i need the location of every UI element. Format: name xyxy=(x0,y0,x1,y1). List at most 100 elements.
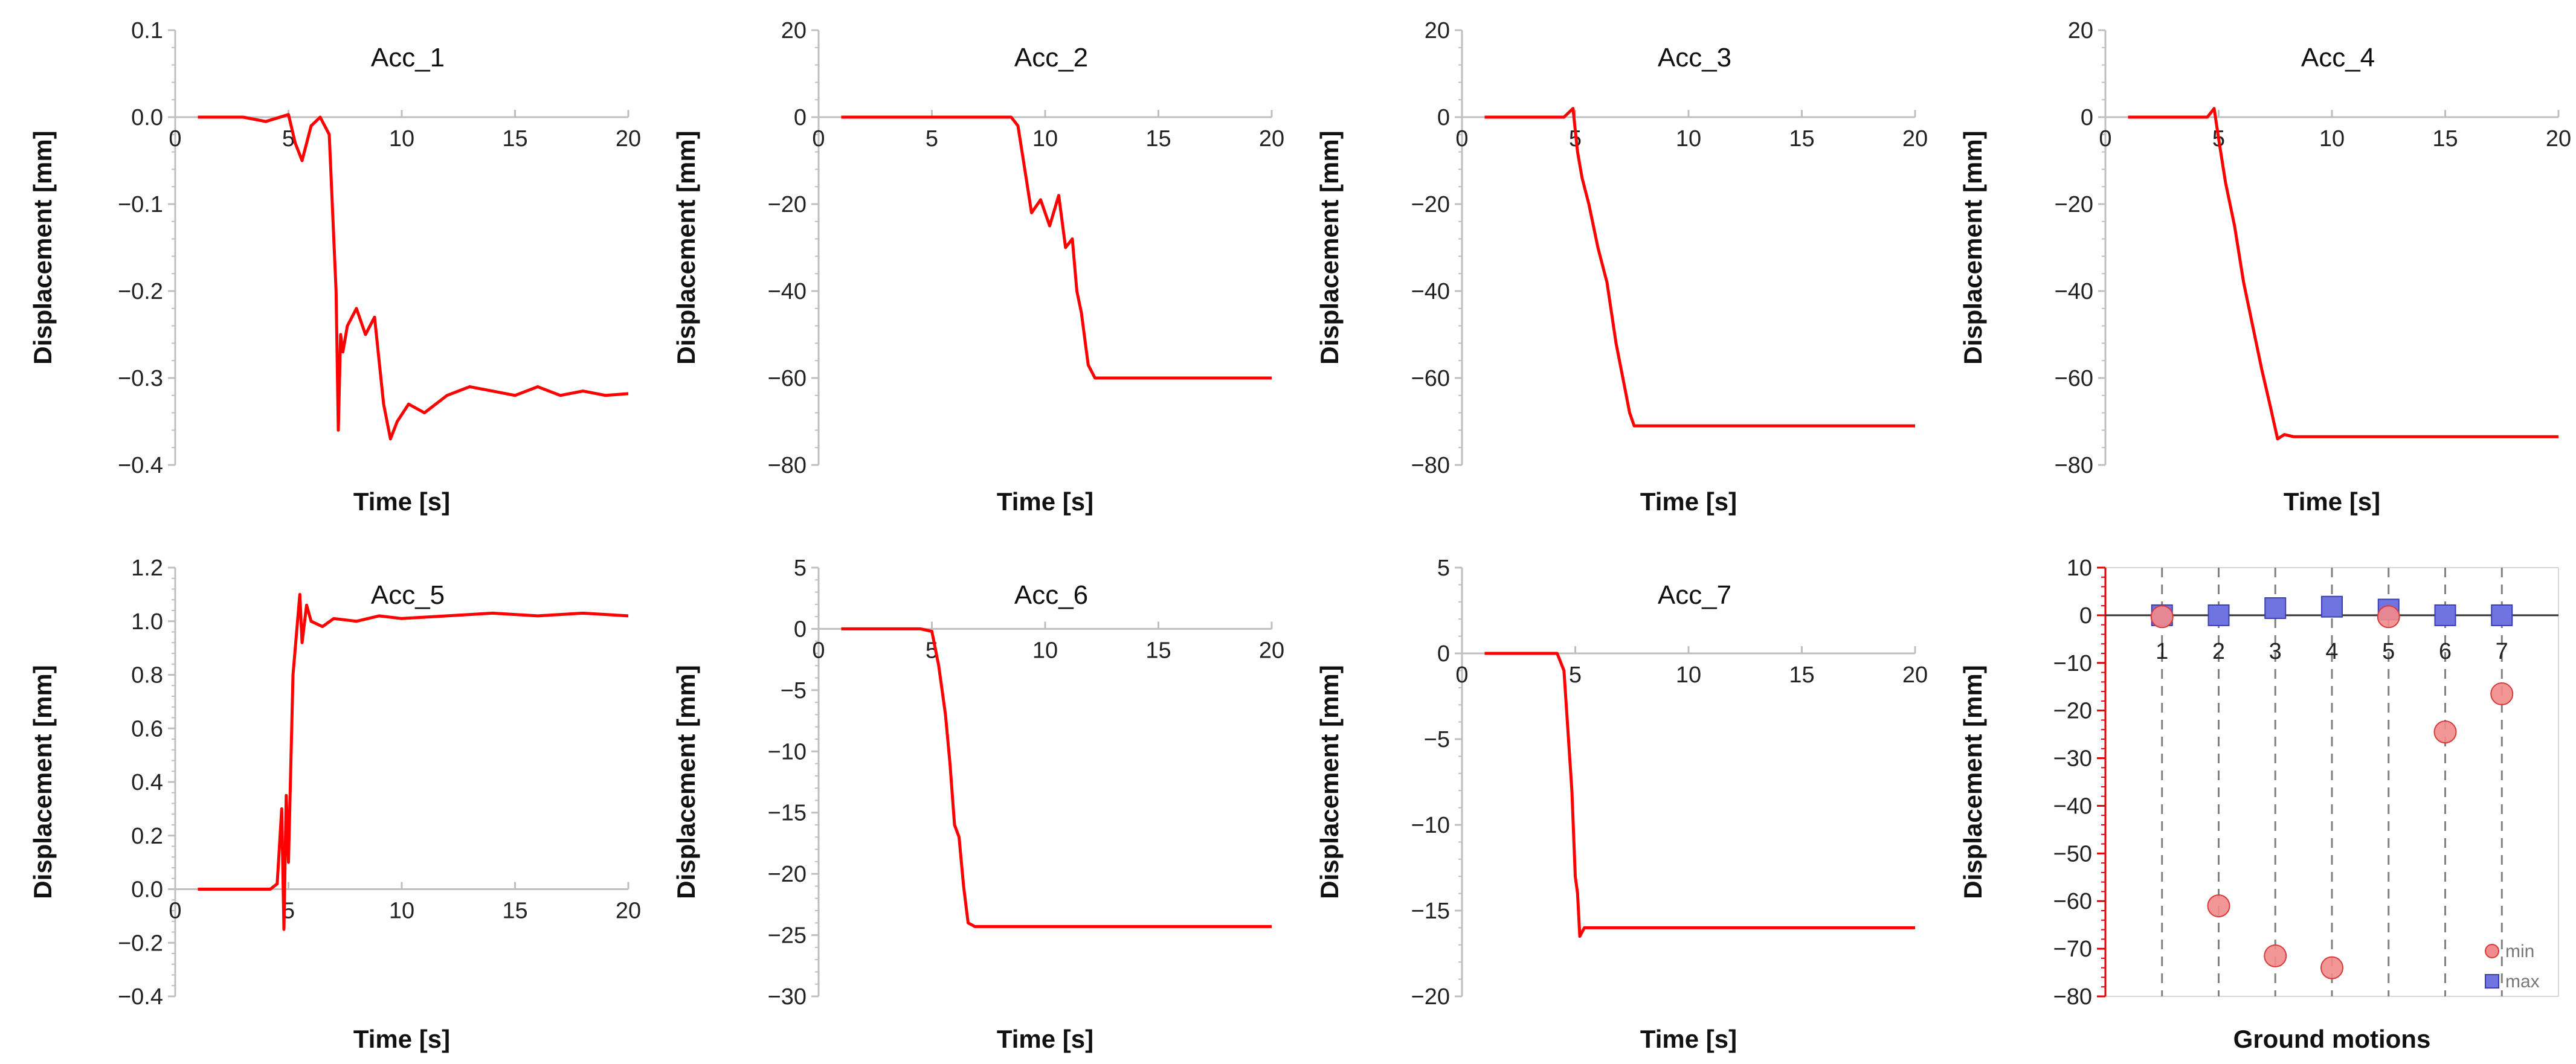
y-tick-label: −5 xyxy=(781,678,807,703)
y-tick-label: −25 xyxy=(768,923,807,949)
y-tick-label: −60 xyxy=(2055,366,2093,391)
y-tick-label: −0.3 xyxy=(118,366,163,391)
x-tick-label: 10 xyxy=(1676,662,1701,688)
x-tick-label: 10 xyxy=(389,126,414,152)
y-tick-label: −40 xyxy=(2055,279,2093,304)
y-tick-label: −80 xyxy=(2053,984,2092,1010)
y-tick-label: −30 xyxy=(768,984,807,1010)
legend-max-label: max xyxy=(2505,972,2540,992)
legend-min-label: min xyxy=(2505,941,2534,961)
legend-min-swatch xyxy=(2485,944,2499,958)
y-tick-label: 0.6 xyxy=(131,716,163,742)
x-tick-label: 15 xyxy=(1789,662,1814,688)
y-tick-label: 5 xyxy=(794,556,807,581)
min-marker xyxy=(2150,605,2174,629)
x-tick-label: 0 xyxy=(1455,126,1468,152)
y-tick-label: −40 xyxy=(768,279,807,304)
min-marker xyxy=(2320,956,2343,979)
y-axis-label: Displacement [mm] xyxy=(672,665,700,899)
series-line xyxy=(2128,107,2558,441)
y-tick-label: −60 xyxy=(1411,366,1450,391)
y-tick-label: 0 xyxy=(1437,641,1450,667)
y-axis-label: Displacement [mm] xyxy=(1959,665,1987,899)
x-tick-label: 20 xyxy=(1902,662,1928,688)
x-tick-label: 15 xyxy=(1145,126,1171,152)
chart-title: Acc_3 xyxy=(1658,43,1731,72)
y-tick-label: −10 xyxy=(1411,813,1450,838)
y-tick-label: −10 xyxy=(768,739,807,764)
y-tick-label: 20 xyxy=(781,18,807,43)
y-tick-label: 0.1 xyxy=(131,18,163,43)
x-tick-label: 15 xyxy=(1145,638,1171,663)
min-marker xyxy=(2490,682,2514,706)
min-marker xyxy=(2264,944,2287,967)
category-label: 2 xyxy=(2212,639,2225,664)
x-tick-label: 0 xyxy=(169,126,181,152)
series-line xyxy=(841,627,1272,928)
y-axis-label: Displacement [mm] xyxy=(1315,665,1344,899)
y-tick-label: 0 xyxy=(2081,105,2093,130)
y-tick-label: −70 xyxy=(2053,937,2092,962)
y-tick-label: −40 xyxy=(1411,279,1450,304)
y-tick-label: 0 xyxy=(1437,105,1450,130)
category-label: 3 xyxy=(2269,639,2282,664)
y-tick-label: 20 xyxy=(1425,18,1450,43)
x-tick-label: 10 xyxy=(2319,126,2345,152)
y-tick-label: −0.1 xyxy=(118,192,163,217)
max-marker xyxy=(2491,604,2513,626)
y-tick-label: −40 xyxy=(2053,793,2092,819)
panel-7: 5 0 −5 −10 −15 −20 0 5 10 15 20 Acc_7 Time [s] Displa… xyxy=(1315,556,1928,1053)
y-tick-label: −80 xyxy=(1411,453,1450,478)
y-tick-label: −0.2 xyxy=(118,279,163,304)
y-tick-label: 0 xyxy=(794,617,807,642)
min-marker xyxy=(2433,720,2457,744)
x-axis-label: Time [s] xyxy=(997,487,1093,516)
y-tick-label: 0.4 xyxy=(131,770,163,795)
min-marker xyxy=(2377,605,2400,629)
x-tick-label: 10 xyxy=(1676,126,1701,152)
chart-title: Acc_7 xyxy=(1658,580,1731,610)
y-tick-label: −60 xyxy=(768,366,807,391)
y-axis-label: Displacement [mm] xyxy=(28,130,57,364)
category-label: 7 xyxy=(2496,639,2508,664)
y-tick-label: 0.0 xyxy=(131,105,163,130)
series-line xyxy=(1484,652,1915,938)
y-tick-label: 0.0 xyxy=(131,877,163,903)
x-axis-label: Time [s] xyxy=(1640,1025,1737,1053)
x-axis-label: Ground motions xyxy=(2233,1025,2431,1053)
chart-title: Acc_1 xyxy=(371,43,445,72)
y-tick-label: 0.8 xyxy=(131,663,163,688)
series-line xyxy=(198,113,629,441)
x-axis-label: Time [s] xyxy=(997,1025,1093,1053)
x-tick-label: 15 xyxy=(502,126,527,152)
chart-title: Acc_5 xyxy=(371,580,445,610)
max-marker xyxy=(2264,597,2287,620)
series-line xyxy=(1484,107,1915,428)
y-tick-label: −80 xyxy=(2055,453,2093,478)
panel-5: 1.21.00.80.60.40.20.0−0.2−0.40 5 10 15 20Acc… xyxy=(28,556,641,1053)
y-tick-label: −0.4 xyxy=(118,453,163,478)
x-tick-label: 0 xyxy=(812,126,825,152)
x-tick-label: 15 xyxy=(502,899,527,924)
y-axis-label: Displacement [mm] xyxy=(1959,130,1987,364)
y-tick-label: 5 xyxy=(1437,556,1450,581)
x-tick-label: 5 xyxy=(1569,662,1582,688)
y-axis-label: Displacement [mm] xyxy=(672,130,700,364)
y-tick-label: 0 xyxy=(2079,603,2092,629)
y-tick-label: −5 xyxy=(1424,727,1450,752)
chart-title: Acc_2 xyxy=(1014,43,1088,72)
chart-title: Acc_4 xyxy=(2301,43,2375,72)
x-tick-label: 10 xyxy=(389,899,414,924)
y-tick-label: −15 xyxy=(1411,899,1450,924)
min-marker xyxy=(2207,894,2230,918)
x-axis-label: Time [s] xyxy=(353,1025,450,1053)
x-tick-label: 20 xyxy=(1259,638,1284,663)
y-tick-label: −15 xyxy=(768,801,807,826)
max-marker xyxy=(2434,604,2456,626)
category-label: 6 xyxy=(2439,639,2452,664)
y-tick-label: 20 xyxy=(2068,18,2093,43)
x-tick-label: 20 xyxy=(2546,126,2571,152)
